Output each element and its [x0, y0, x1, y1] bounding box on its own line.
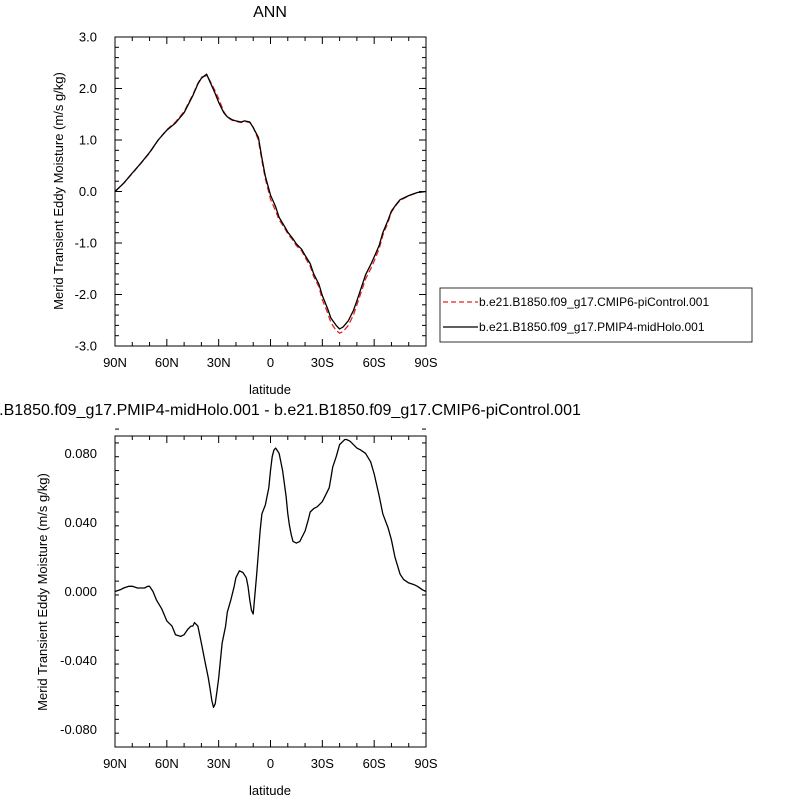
bottom-chart-axes: 90N 60N 30N 0 30S 60S 90S 0.080 0.040 0.000 -0.040…	[60, 428, 438, 771]
top-chart-legend: b.e21.B1850.f09_g17.CMIP6-piControl.001 …	[439, 287, 753, 343]
bottom-ytick-label: 0.080	[64, 446, 97, 461]
top-ytick-label: 3.0	[79, 30, 97, 45]
top-xtick-label: 90N	[103, 355, 127, 370]
top-ytick-label: -1.0	[75, 236, 97, 251]
bottom-ytick-label: 0.040	[64, 515, 97, 530]
top-xtick-label: 60N	[155, 355, 179, 370]
bottom-ytick-label: -0.080	[60, 722, 97, 737]
bottom-xtick-label: 30N	[207, 756, 231, 771]
top-chart-xlabel: latitude	[249, 382, 291, 397]
bottom-xtick-label: 30S	[311, 756, 334, 771]
top-xtick-label: 90S	[414, 355, 437, 370]
bottom-chart-xlabel: latitude	[249, 783, 291, 798]
bottom-xtick-label: 90N	[103, 756, 127, 771]
legend-box	[439, 287, 753, 343]
bottom-chart-plot-area	[114, 438, 427, 708]
bottom-ytick-label: 0.000	[64, 584, 97, 599]
bottom-chart-title: b.e21.B1850.f09_g17.PMIP4-midHolo.001 - …	[0, 402, 581, 419]
top-ytick-label: -2.0	[75, 287, 97, 302]
top-ytick-label: 2.0	[79, 81, 97, 96]
top-xtick-label: 60S	[363, 355, 386, 370]
top-series-line-1	[114, 73, 427, 330]
top-xtick-label: 30N	[207, 355, 231, 370]
legend-label-picontrol: b.e21.B1850.f09_g17.CMIP6-piControl.001	[479, 295, 709, 309]
top-ytick-label: -3.0	[75, 339, 97, 354]
bottom-xtick-label: 90S	[414, 756, 437, 771]
top-chart-title: ANN	[253, 4, 287, 21]
bottom-xtick-label: 60N	[155, 756, 179, 771]
top-chart: ANN 90N 60N 30N 0 30S 60S 90S 3.0 2.0 1.0 0.0 -1.0 -…	[51, 4, 753, 397]
top-xtick-label: 30S	[311, 355, 334, 370]
top-chart-plot-area	[114, 73, 427, 334]
top-chart-ylabel: Merid Transient Eddy Moisture (m/s g/kg)	[51, 72, 66, 310]
bottom-xtick-label: 0	[267, 756, 274, 771]
bottom-series-line-0	[114, 438, 427, 708]
bottom-chart: b.e21.B1850.f09_g17.PMIP4-midHolo.001 - …	[0, 402, 581, 798]
bottom-ytick-label: -0.040	[60, 653, 97, 668]
bottom-chart-ylabel: Merid Transient Eddy Moisture (m/s g/kg)	[35, 473, 50, 711]
top-ytick-label: 1.0	[79, 133, 97, 148]
legend-label-midholo: b.e21.B1850.f09_g17.PMIP4-midHolo.001	[479, 320, 705, 334]
top-chart-axes: 90N 60N 30N 0 30S 60S 90S 3.0 2.0 1.0 0.0 -1.0 -2.0 -…	[75, 30, 438, 371]
top-ytick-label: 0.0	[79, 184, 97, 199]
bottom-xtick-label: 60S	[363, 756, 386, 771]
top-xtick-label: 0	[267, 355, 274, 370]
